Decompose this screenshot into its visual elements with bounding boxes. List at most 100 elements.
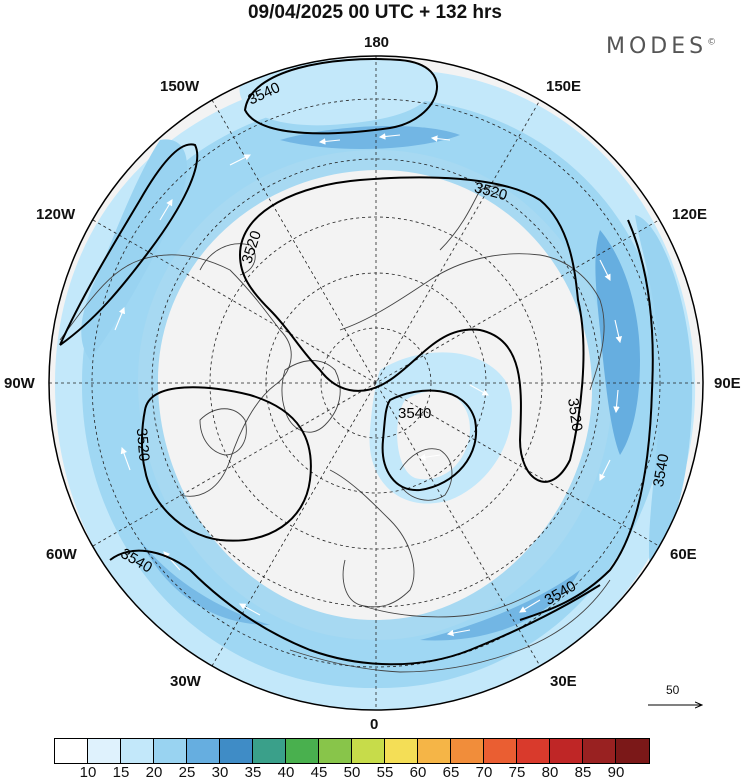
lon-label-120e: 120E xyxy=(672,206,708,223)
lon-label-90e: 90E xyxy=(714,375,741,392)
wind-speed-colorbar xyxy=(54,738,650,764)
jet-south-max xyxy=(420,570,580,641)
colorbar-tick-label: 70 xyxy=(475,764,493,781)
colorbar-cell xyxy=(55,739,88,763)
colorbar-cell xyxy=(550,739,583,763)
colorbar-cell xyxy=(88,739,121,763)
colorbar-tick-label: 25 xyxy=(178,764,196,781)
contour-label: 3520 xyxy=(564,397,585,432)
colorbar-ticks: 10 15 20 25 30 35 40 45 50 55 60 65 70 75 80 85 90 xyxy=(0,764,750,782)
wind-vector xyxy=(469,384,489,396)
meridian-30 xyxy=(211,99,541,667)
coast-scandinavia xyxy=(399,448,453,501)
colorbar-tick-label: 65 xyxy=(442,764,460,781)
wind-vector xyxy=(599,459,611,481)
colorbar-tick-label: 75 xyxy=(508,764,526,781)
logo-text: MODES xyxy=(606,34,708,59)
polar-map: 3540 3520 3520 3520 3540 3520 3540 3540 … xyxy=(48,55,704,711)
colorbar-cell xyxy=(187,739,220,763)
lon-label-30w: 30W xyxy=(170,673,201,690)
colorbar-cell xyxy=(616,739,649,763)
colorbar-cell xyxy=(418,739,451,763)
contours xyxy=(59,58,654,666)
lon-label-30e: 30E xyxy=(550,673,577,690)
contour-label: 3520 xyxy=(133,427,153,462)
wind-vector xyxy=(614,319,622,344)
wind-vector xyxy=(378,133,401,140)
coast-hudson-bay xyxy=(199,408,247,456)
wind-vector xyxy=(599,259,611,281)
reference-vector-label: 50 xyxy=(666,683,680,697)
colorbar-tick-label: 90 xyxy=(607,764,625,781)
lon-label-180: 180 xyxy=(364,34,390,51)
colorbar-tick-label: 50 xyxy=(343,764,361,781)
contour-3540-north xyxy=(243,58,438,135)
coastlines xyxy=(59,185,611,673)
wind-vector xyxy=(446,629,471,637)
colorbar-cell xyxy=(220,739,253,763)
contour-label: 3540 xyxy=(650,453,673,489)
wind-vector xyxy=(613,389,620,414)
lon-label-60e: 60E xyxy=(670,546,697,563)
wind-vectors xyxy=(114,133,622,637)
wind-vector xyxy=(430,135,451,142)
meridian-120 xyxy=(92,219,660,547)
wind-shading xyxy=(55,58,696,710)
wind-vector xyxy=(239,603,261,616)
contour-label: 3540 xyxy=(398,405,431,422)
wind-vector xyxy=(229,154,251,166)
wind-vector xyxy=(519,599,541,613)
northwest-jet-shading xyxy=(81,139,188,360)
colorbar-tick-label: 80 xyxy=(541,764,559,781)
contour-3540-nw xyxy=(59,143,199,346)
lon-label-150w: 150W xyxy=(160,78,200,95)
lon-label-150e: 150E xyxy=(546,78,582,95)
logo-mark: © xyxy=(707,37,717,48)
colorbar-tick-label: 30 xyxy=(211,764,229,781)
colorbar-cell xyxy=(286,739,319,763)
colorbar-cell xyxy=(484,739,517,763)
north-cap-shading xyxy=(239,58,435,126)
wind-vector xyxy=(120,446,131,471)
contour-3540-east xyxy=(519,219,654,621)
coast-mediterranean xyxy=(359,589,541,618)
coast-north-america xyxy=(59,254,292,497)
east-edge-shading xyxy=(635,215,693,570)
wind-vector xyxy=(318,138,341,145)
lon-label-90w: 90W xyxy=(4,375,35,392)
cutoff-low-shading xyxy=(369,352,512,504)
graticule xyxy=(49,56,703,710)
map-boundary xyxy=(48,55,704,711)
lat-circle-40 xyxy=(91,98,661,668)
colorbar-cell xyxy=(253,739,286,763)
wind-vector xyxy=(418,453,441,461)
lon-label-60w: 60W xyxy=(46,546,77,563)
colorbar-cell xyxy=(583,739,616,763)
colorbar-cell xyxy=(319,739,352,763)
map-title: 09/04/2025 00 UTC + 132 hrs xyxy=(247,2,503,23)
meridian-150 xyxy=(211,99,541,667)
colorbar-tick-label: 20 xyxy=(145,764,163,781)
colorbar-cell xyxy=(121,739,154,763)
colorbar-tick-label: 60 xyxy=(409,764,427,781)
coast-greenland xyxy=(281,360,341,433)
coast-africa xyxy=(289,579,611,673)
lon-label-120w: 120W xyxy=(36,206,76,223)
colorbar-cell xyxy=(385,739,418,763)
jet-southwest-max xyxy=(140,540,270,625)
wind-vector xyxy=(163,551,181,571)
contour-3540-cutoff xyxy=(381,389,478,492)
colorbar-tick-label: 55 xyxy=(376,764,394,781)
contour-3520-west xyxy=(141,386,312,542)
colorbar-tick-label: 35 xyxy=(244,764,262,781)
coast-europe xyxy=(329,469,415,608)
colorbar-cell xyxy=(451,739,484,763)
contour-3540-south xyxy=(109,549,601,666)
coast-alaska xyxy=(199,243,256,276)
lon-label-0: 0 xyxy=(370,716,379,733)
modes-logo: MODES© xyxy=(606,34,716,59)
contour-3520-main xyxy=(238,176,585,483)
colorbar-tick-label: 45 xyxy=(310,764,328,781)
colorbar-tick-label: 85 xyxy=(574,764,592,781)
colorbar-cell xyxy=(352,739,385,763)
